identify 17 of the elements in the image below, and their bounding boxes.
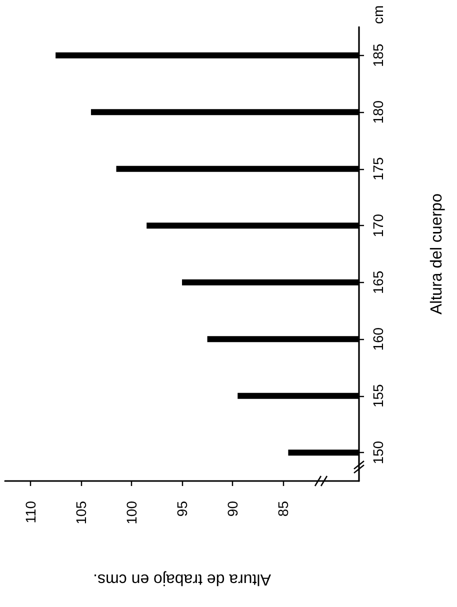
x-tick-label: 90 (224, 500, 241, 517)
y-tick-label: 155 (370, 384, 386, 408)
x-tick-label: 100 (123, 500, 140, 524)
y-tick-label: 185 (370, 43, 386, 68)
y-tick-label: 160 (370, 327, 386, 351)
y-tick-label: 175 (370, 156, 386, 181)
y-axis-title: Altura del cuerpo (428, 193, 446, 314)
x-axis-title: Altura de trabajo en cms. (93, 570, 271, 588)
y-tick-label: 150 (370, 440, 386, 464)
x-tick-label: 85 (275, 500, 292, 517)
y-tick-label: 165 (370, 270, 386, 294)
x-tick-label: 110 (22, 500, 38, 524)
x-tick-label: 105 (72, 500, 89, 524)
y-tick-label: 170 (370, 214, 386, 238)
x-tick-label: 95 (174, 500, 190, 517)
text: cm (370, 5, 386, 24)
y-tick-label: 180 (370, 100, 386, 124)
